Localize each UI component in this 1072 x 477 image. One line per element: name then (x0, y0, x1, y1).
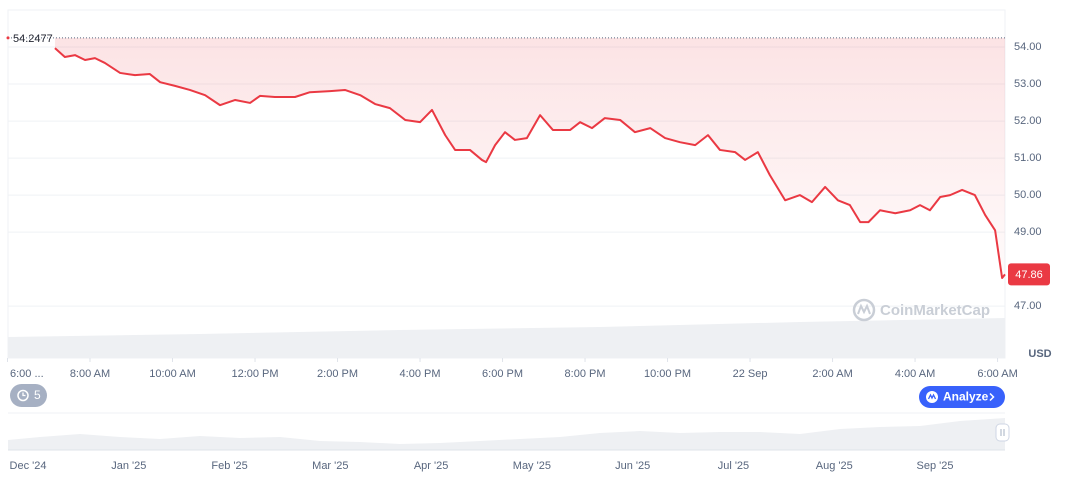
history-button[interactable]: 5 (10, 384, 47, 407)
y-tick-label: 53.00 (1014, 78, 1042, 90)
x-tick-label: 2:00 PM (317, 368, 358, 380)
y-tick-label: 47.00 (1014, 300, 1042, 312)
analyze-pill[interactable] (919, 386, 1005, 408)
navigator-label: May '25 (513, 460, 551, 472)
reference-label: 54.2477 (13, 33, 53, 45)
plot (8, 37, 1006, 307)
y-tick-label: 49.00 (1014, 226, 1042, 238)
analyze-label[interactable]: Analyze (943, 390, 989, 404)
navigator-handle[interactable] (995, 423, 1010, 442)
history-count[interactable]: 5 (34, 388, 41, 402)
x-tick-label: 12:00 PM (231, 368, 278, 380)
x-tick-label: 4:00 AM (895, 368, 935, 380)
y-tick-label: 50.00 (1014, 189, 1042, 201)
reference-dot (6, 36, 10, 40)
navigator-label: Mar '25 (312, 460, 348, 472)
last-price-badge (1008, 263, 1050, 286)
watermark-text: CoinMarketCap (880, 302, 990, 319)
x-tick-label: 10:00 PM (644, 368, 691, 380)
x-tick-label: 6:00 PM (482, 368, 523, 380)
navigator-label: Sep '25 (917, 460, 954, 472)
x-tick-label: 6:00 ... (10, 368, 44, 380)
x-tick-label: 10:00 AM (149, 368, 195, 380)
navigator-label: Jan '25 (111, 460, 146, 472)
x-tick-label: 8:00 PM (565, 368, 606, 380)
navigator-label: Aug '25 (816, 460, 853, 472)
navigator-area (8, 418, 1005, 450)
navigator-label: Jun '25 (615, 460, 650, 472)
price-line (54, 47, 1006, 280)
y-tick-label: 54.00 (1014, 41, 1042, 53)
volume-area (8, 318, 1005, 358)
y-tick-label: 51.00 (1014, 152, 1042, 164)
navigator[interactable]: Dec '24 Jan '25 Feb '25 Mar '25 Apr '25 May '… (8, 412, 1010, 472)
last-price-label: 47.86 (1015, 269, 1043, 281)
analyze-button[interactable]: Analyze (919, 386, 1005, 408)
x-tick-label: 2:00 AM (812, 368, 852, 380)
watermark: CoinMarketCap (852, 298, 990, 322)
x-tick-label: 4:00 PM (400, 368, 441, 380)
x-tick-label: 6:00 AM (977, 368, 1017, 380)
navigator-label: Jul '25 (718, 460, 749, 472)
x-tick-label: 8:00 AM (70, 368, 110, 380)
navigator-label: Apr '25 (414, 460, 449, 472)
y-unit: USD (1028, 348, 1051, 360)
x-tick-label: 22 Sep (733, 368, 768, 380)
navigator-label: Dec '24 (10, 460, 47, 472)
y-tick-label: 52.00 (1014, 115, 1042, 127)
navigator-label: Feb '25 (211, 460, 247, 472)
area-fill (54, 37, 1006, 279)
